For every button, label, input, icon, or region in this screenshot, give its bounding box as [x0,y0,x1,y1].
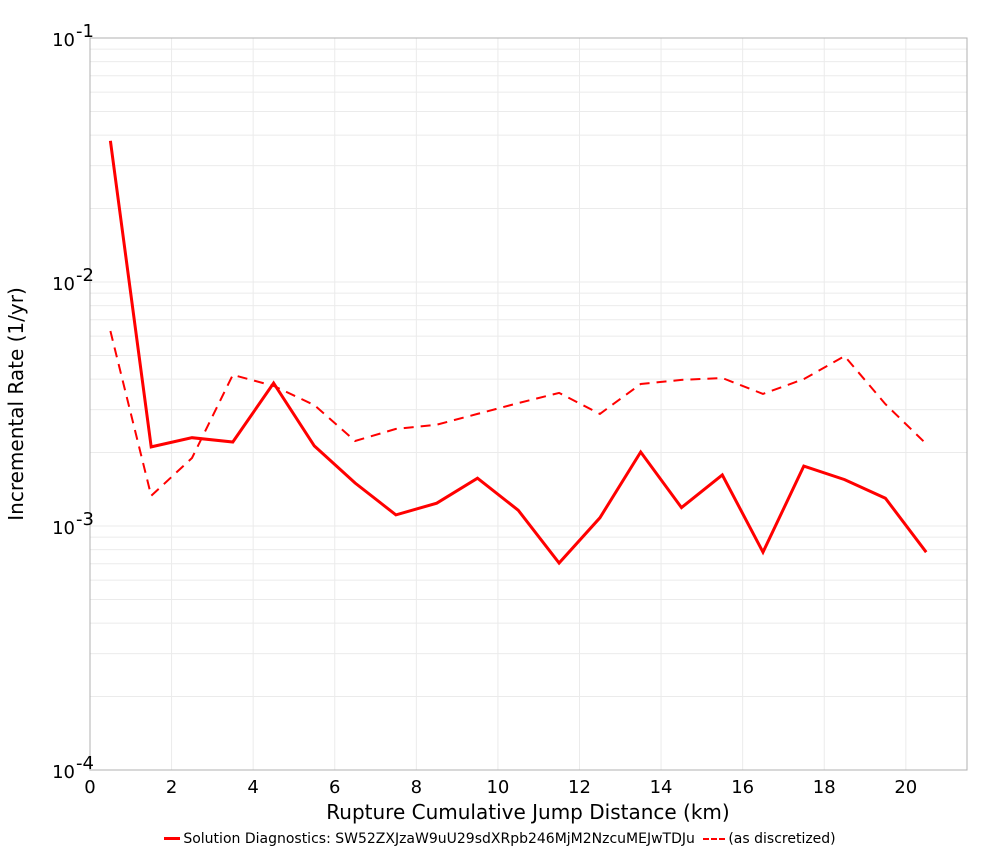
legend-item-solution: Solution Diagnostics: SW52ZXJzaW9uU29sdX… [164,831,695,847]
x-tick-label: 8 [411,777,422,798]
x-tick-label: 0 [84,777,95,798]
x-tick-label: 20 [894,777,917,798]
solid-line-swatch-icon [164,837,181,840]
x-tick-label: 4 [247,777,258,798]
y-axis-title: Incremental Rate (1/yr) [4,287,28,520]
plot-area [89,37,968,771]
x-tick-label: 2 [166,777,177,798]
x-tick-label: 14 [650,777,673,798]
grid-lines [89,38,967,771]
x-tick-label: 18 [813,777,836,798]
x-axis-title: Rupture Cumulative Jump Distance (km) [326,800,729,824]
legend: Solution Diagnostics: SW52ZXJzaW9uU29sdX… [0,828,1000,847]
y-tick-label: 10 [52,518,75,539]
x-tick-label: 6 [329,777,340,798]
discretized-series-line [109,330,927,498]
x-axis-ticks: 0 2 4 6 8 10 12 14 16 18 20 [84,777,917,798]
x-tick-label: 16 [731,777,754,798]
solution-series-line [108,140,928,566]
data-series [108,140,928,566]
dashed-line-swatch-icon [703,838,726,840]
y-tick-exponent: -1 [76,21,94,42]
y-axis-ticks: 10-110-210-310-4 [52,21,94,783]
y-tick-exponent: -2 [76,265,94,286]
y-tick-exponent: -4 [76,753,94,774]
legend-label: (as discretized) [728,831,836,847]
x-tick-label: 10 [486,777,509,798]
x-tick-label: 12 [568,777,591,798]
y-tick-exponent: -3 [76,509,94,530]
legend-item-discretized: (as discretized) [703,831,836,847]
y-tick-label: 10 [52,274,75,295]
y-tick-label: 10 [52,30,75,51]
legend-label: Solution Diagnostics: SW52ZXJzaW9uU29sdX… [183,830,695,847]
y-tick-label: 10 [52,762,75,783]
